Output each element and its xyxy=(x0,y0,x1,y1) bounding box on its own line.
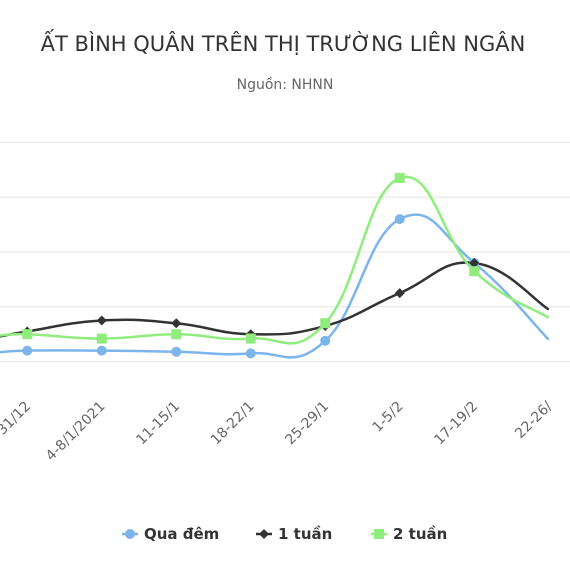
x-tick-label: 4-8/1/2021 xyxy=(43,399,109,465)
data-point[interactable] xyxy=(245,333,256,344)
legend: Qua đêm 1 tuần 2 tuần xyxy=(122,525,447,543)
x-axis-tick-labels: 28-31/12 4-8/1/2021 11-15/1 18-22/1 25-29/1 1… xyxy=(0,398,556,464)
data-point[interactable] xyxy=(22,345,33,356)
data-point[interactable] xyxy=(469,266,480,277)
chart-subtitle: Nguồn: NHNN xyxy=(237,76,334,93)
gridlines xyxy=(0,141,570,363)
legend-item[interactable]: 2 tuần xyxy=(371,525,447,543)
data-point[interactable] xyxy=(394,173,405,184)
x-tick-label: 22-26/ xyxy=(512,398,556,442)
data-point[interactable] xyxy=(469,257,480,268)
series-lines xyxy=(0,175,550,359)
data-point[interactable] xyxy=(96,315,107,326)
series-markers xyxy=(22,173,480,359)
series-line-1 xyxy=(0,261,550,338)
data-point[interactable] xyxy=(245,348,256,359)
data-point[interactable] xyxy=(22,329,33,340)
x-tick-label: 28-31/12 xyxy=(0,399,34,455)
chart-title: ẤT BÌNH QUÂN TRÊN THỊ TRƯỜNG LIÊN NGÂN xyxy=(41,29,526,56)
data-point[interactable] xyxy=(96,345,107,356)
series-line-0 xyxy=(0,213,550,359)
data-point[interactable] xyxy=(320,335,331,346)
data-point[interactable] xyxy=(171,329,182,340)
data-point[interactable] xyxy=(171,346,182,357)
series-line-2 xyxy=(0,175,550,345)
legend-label: Qua đêm xyxy=(144,525,219,543)
data-point[interactable] xyxy=(394,288,405,299)
data-point[interactable] xyxy=(96,333,107,344)
x-tick-label: 25-29/1 xyxy=(282,399,332,449)
legend-item[interactable]: Qua đêm xyxy=(122,525,219,543)
data-point[interactable] xyxy=(171,318,182,329)
x-tick-label: 18-22/1 xyxy=(208,399,258,449)
legend-item[interactable]: 1 tuần xyxy=(256,525,332,543)
x-tick-label: 17-19/2 xyxy=(431,399,481,449)
data-point[interactable] xyxy=(394,214,405,225)
data-point[interactable] xyxy=(320,318,331,329)
x-tick-label: 11-15/1 xyxy=(133,399,183,449)
legend-label: 1 tuần xyxy=(278,525,332,543)
x-tick-label: 1-5/2 xyxy=(369,399,406,436)
legend-label: 2 tuần xyxy=(393,525,447,543)
